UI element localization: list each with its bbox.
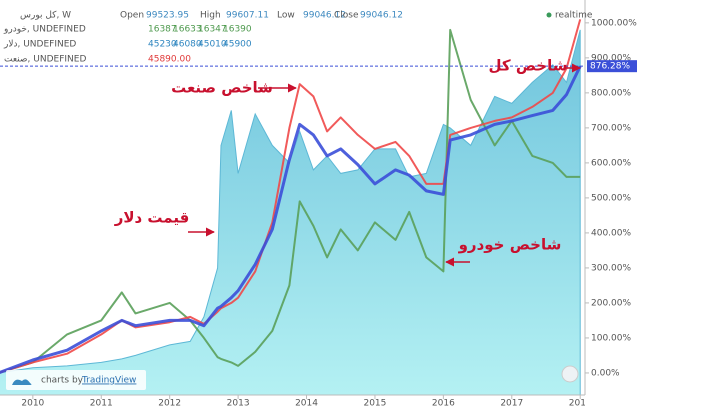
series-area [0,29,581,396]
ohlc-value: 99046.12 [303,11,346,21]
legend-row-value: 46080 [173,40,202,50]
legend-row-value: 16347 [198,25,227,35]
series-line [0,28,581,374]
x-tick-label: 2017 [500,399,523,408]
x-tick-label: 2010 [21,399,44,408]
watermark-logo [12,379,32,385]
x-tick-label: 2018 [569,399,592,408]
series-line [0,65,582,374]
realtime-dot [546,12,552,18]
annotation: شاخص صنعت [171,79,273,97]
legend-row-value: 16633 [173,25,202,35]
y-tick-label: 200.00% [591,298,631,308]
legend-row-name: دلار, UNDEFINED [3,40,76,50]
ohlc-value: 99607.11 [226,11,269,21]
scroll-button[interactable] [561,365,579,383]
y-tick-label: 300.00% [591,263,631,273]
watermark-text: charts by [41,376,84,386]
ohlc-value: 99046.12 [360,11,403,21]
legend-row-value: 16387 [148,25,177,35]
x-tick-label: 2011 [90,399,113,408]
legend-row-value: 45010 [198,40,227,50]
x-tick-label: 2015 [363,399,386,408]
x-tick-label: 2014 [295,399,318,408]
y-tick-label: 400.00% [591,228,631,238]
ohlc-value: 99523.95 [146,11,189,21]
y-tick-label: 900.00% [591,53,631,63]
y-tick-label: 1000.00% [591,18,637,28]
legend-row-value: 45890.00 [148,55,191,65]
x-tick-label: 2013 [227,399,250,408]
ohlc-label: High [200,11,221,21]
ohlc-label: Low [277,11,295,21]
legend-row-name: خودرو, UNDEFINED [3,25,86,35]
y-tick-label: 800.00% [591,88,631,98]
last-value-badge [587,60,637,73]
y-tick-label: 700.00% [591,123,631,133]
series-line [0,19,582,374]
x-tick-label: 2016 [432,399,455,408]
y-tick-label: 600.00% [591,158,631,168]
ohlc-label: Open [120,11,144,21]
y-tick-label: 100.00% [591,333,631,343]
plot-area: 2010 2011 2012 2013 2014 2015 2016 2017 2018 [0,19,592,408]
annotation: قیمت دلار [114,209,190,227]
ohlc-label: Close [334,11,359,21]
y-tick-label: 0.00% [591,368,620,378]
watermark-brand: TradingView [81,376,136,386]
x-tick-label: 2012 [158,399,181,408]
last-value-label: 876.28% [590,62,630,72]
legend-row-name: صنعت, UNDEFINED [4,55,86,65]
annotation: شاخص خودرو [458,236,562,254]
watermark-box [6,370,146,390]
realtime-label: realtime [555,11,593,21]
legend-row-value: 16390 [223,25,252,35]
legend-row-value: 45900 [223,40,252,50]
annotation: شاخص کل [489,57,568,75]
y-tick-label: 500.00% [591,193,631,203]
overlay: 0.00% 100.00% 200.00% 300.00% 400.00% 500.00%… [0,11,637,390]
symbol-name: کل بورس, W [20,11,71,21]
legend-row-value: 45230 [148,40,177,50]
